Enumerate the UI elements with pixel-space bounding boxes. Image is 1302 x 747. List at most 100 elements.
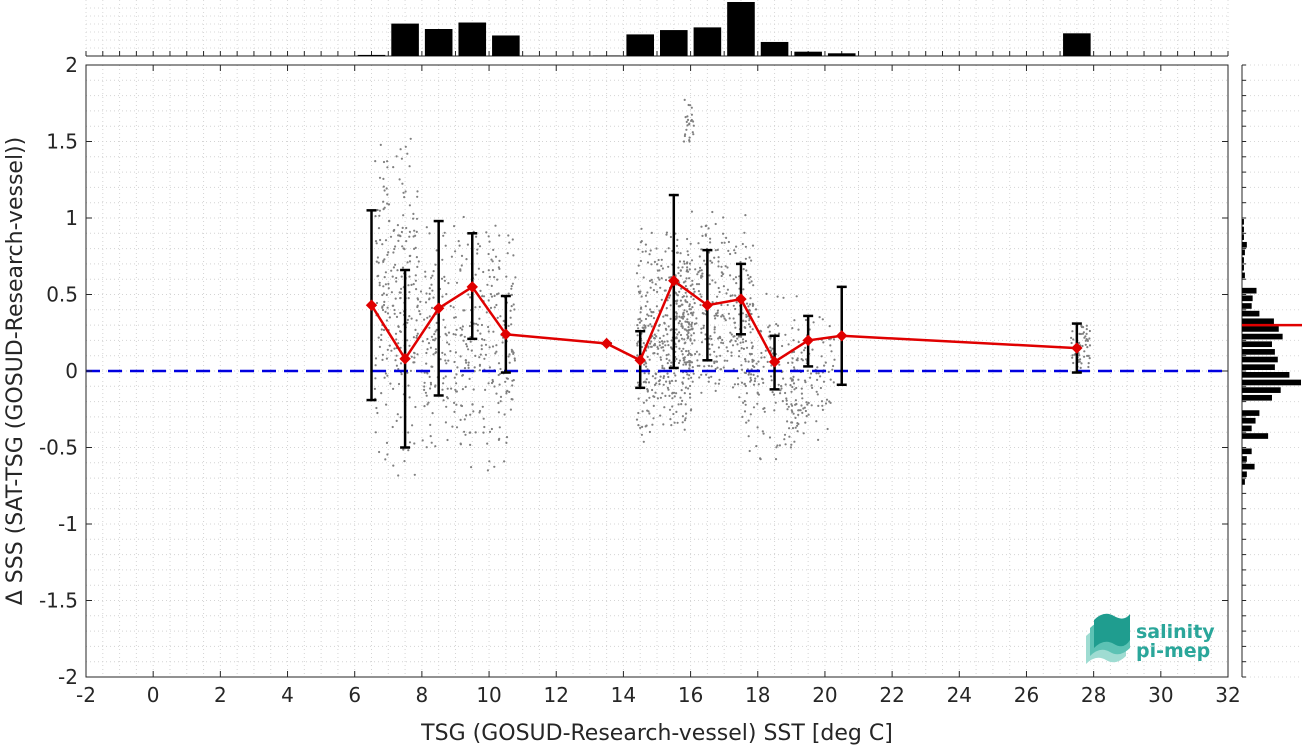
- scatter-point: [637, 285, 640, 288]
- scatter-point: [511, 379, 514, 382]
- scatter-point: [494, 255, 498, 258]
- scatter-point: [687, 335, 690, 338]
- scatter-point: [460, 333, 463, 336]
- scatter-point: [636, 354, 639, 357]
- scatter-point: [684, 363, 688, 366]
- scatter-point: [478, 369, 481, 372]
- scatter-point: [788, 427, 791, 430]
- scatter-point: [503, 460, 506, 463]
- scatter-point: [644, 325, 647, 328]
- scatter-point: [676, 238, 679, 241]
- scatter-point: [717, 346, 721, 349]
- x-tick-label: 24: [947, 683, 972, 707]
- top-histogram-bar: [492, 35, 520, 56]
- scatter-point: [1083, 355, 1086, 358]
- scatter-point: [748, 281, 751, 284]
- scatter-point: [429, 423, 432, 426]
- scatter-point: [382, 200, 385, 203]
- scatter-point: [807, 401, 810, 405]
- scatter-point: [395, 276, 398, 280]
- right-histogram-bar: [1242, 410, 1260, 416]
- scatter-point: [763, 410, 766, 413]
- scatter-point: [376, 256, 379, 259]
- scatter-point: [459, 269, 462, 272]
- scatter-point: [783, 438, 786, 441]
- scatter-point: [417, 260, 420, 263]
- scatter-point: [833, 358, 836, 361]
- scatter-point: [802, 432, 805, 435]
- mean-marker: [365, 299, 378, 311]
- scatter-point: [760, 356, 763, 359]
- scatter-point: [510, 348, 513, 351]
- scatter-point: [443, 275, 446, 278]
- scatter-point: [655, 382, 658, 385]
- scatter-point: [385, 441, 389, 444]
- scatter-point: [424, 301, 428, 304]
- scatter-point: [809, 376, 812, 379]
- scatter-point: [703, 365, 706, 368]
- scatter-point: [376, 275, 379, 278]
- scatter-point: [1082, 331, 1085, 334]
- scatter-point: [795, 386, 798, 390]
- scatter-point: [513, 308, 516, 311]
- x-tick-label: 12: [544, 683, 569, 707]
- scatter-point: [445, 293, 448, 296]
- scatter-point: [668, 296, 671, 299]
- scatter-point: [462, 339, 465, 342]
- scatter-point: [467, 348, 470, 351]
- scatter-point: [490, 427, 493, 431]
- scatter-point: [734, 307, 737, 311]
- scatter-point: [636, 342, 639, 345]
- scatter-point: [686, 318, 689, 321]
- scatter-point: [428, 326, 431, 329]
- scatter-point: [709, 335, 712, 338]
- scatter-point: [689, 104, 692, 107]
- scatter-point: [401, 226, 404, 229]
- scatter-point: [691, 342, 694, 345]
- scatter-point: [713, 350, 716, 353]
- scatter-point: [410, 355, 413, 358]
- scatter-point: [700, 225, 703, 228]
- scatter-point: [728, 317, 731, 320]
- scatter-point: [381, 305, 384, 308]
- scatter-point: [426, 316, 429, 319]
- scatter-point: [713, 360, 716, 363]
- right-histogram: [1241, 64, 1302, 678]
- scatter-point: [818, 316, 821, 319]
- scatter-point: [735, 245, 738, 248]
- scatter-point: [661, 342, 664, 345]
- scatter-point: [709, 353, 712, 356]
- scatter-point: [381, 243, 384, 246]
- scatter-point: [774, 458, 778, 461]
- scatter-point: [670, 339, 673, 342]
- scatter-point: [488, 460, 491, 463]
- scatter-point: [744, 340, 748, 343]
- scatter-point: [663, 406, 666, 409]
- scatter-point: [428, 287, 431, 290]
- scatter-point: [395, 280, 398, 283]
- scatter-point: [442, 382, 445, 385]
- scatter-point: [444, 332, 447, 335]
- scatter-point: [510, 287, 513, 290]
- scatter-point: [779, 389, 782, 392]
- scatter-point: [1080, 362, 1083, 365]
- right-histogram-bar: [1242, 264, 1244, 271]
- scatter-point: [744, 257, 748, 260]
- scatter-point: [377, 261, 380, 264]
- top-histogram-bar: [626, 34, 654, 56]
- scatter-point: [744, 320, 747, 323]
- scatter-point: [399, 148, 402, 151]
- scatter-point: [791, 421, 794, 424]
- scatter-point: [469, 431, 472, 434]
- right-histogram-bar: [1242, 387, 1281, 393]
- scatter-point: [497, 266, 500, 269]
- scatter-point: [494, 224, 497, 227]
- scatter-point: [790, 390, 793, 393]
- scatter-point: [740, 368, 744, 371]
- scatter-point: [650, 325, 653, 328]
- scatter-point: [667, 344, 670, 347]
- scatter-point: [821, 408, 825, 411]
- scatter-point: [408, 344, 411, 347]
- binned-mean-markers: [365, 275, 1083, 368]
- scatter-point: [636, 344, 639, 347]
